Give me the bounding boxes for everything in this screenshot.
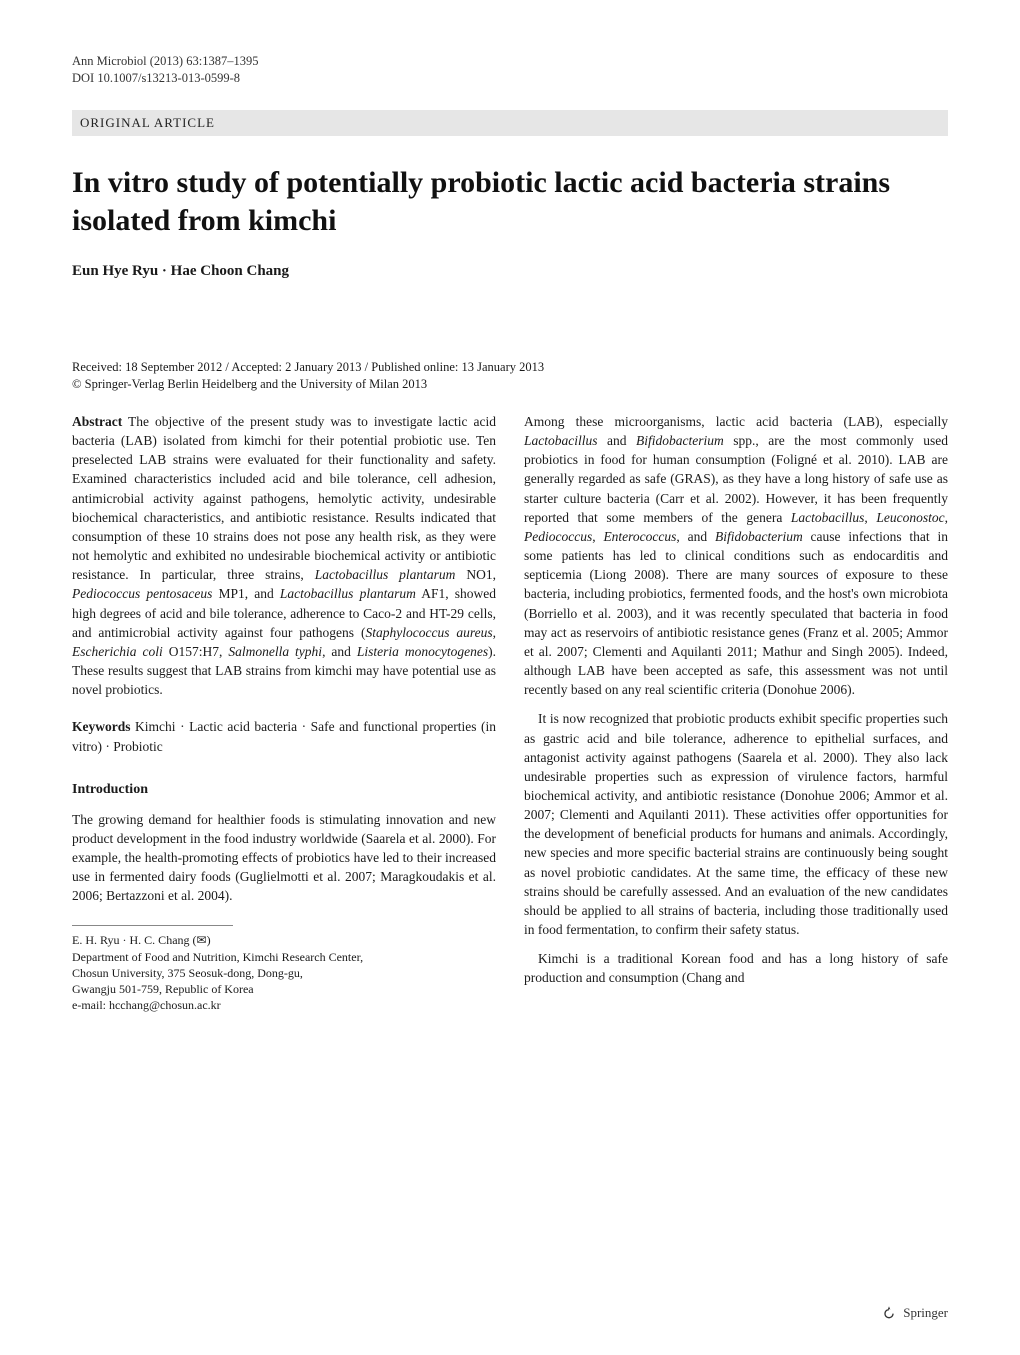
col2-para-2: It is now recognized that probiotic prod… xyxy=(524,709,948,939)
abstract-label: Abstract xyxy=(72,414,122,429)
affil-email: e-mail: hcchang@chosun.ac.kr xyxy=(72,997,496,1013)
doi-line: DOI 10.1007/s13213-013-0599-8 xyxy=(72,71,948,86)
affil-city: Gwangju 501-759, Republic of Korea xyxy=(72,981,496,997)
col2-p1-e: , xyxy=(945,510,948,525)
col2-para-1: Among these microorganisms, lactic acid … xyxy=(524,412,948,699)
abstract-species-6: Salmonella typhi xyxy=(228,644,322,659)
abstract-species-1: Lactobacillus plantarum xyxy=(315,567,456,582)
abstract-species-4: Staphylococcus aureus xyxy=(365,625,492,640)
right-column: Among these microorganisms, lactic acid … xyxy=(524,412,948,1013)
springer-icon xyxy=(881,1305,897,1321)
col2-p1-d: , xyxy=(864,510,876,525)
col2-p1-sp2: Bifidobacterium xyxy=(636,433,724,448)
left-column: Abstract The objective of the present st… xyxy=(72,412,496,1013)
dates-line: Received: 18 September 2012 / Accepted: … xyxy=(72,360,948,375)
category-label: ORIGINAL ARTICLE xyxy=(72,115,215,130)
publisher-footer: Springer xyxy=(881,1305,948,1321)
intro-para-1: The growing demand for healthier foods i… xyxy=(72,810,496,906)
abstract-text-6: O157:H7, xyxy=(163,644,229,659)
col2-p1-sp6: Enterococcus xyxy=(603,529,676,544)
col2-p1-h: cause infections that in some patients h… xyxy=(524,529,948,697)
category-bar: ORIGINAL ARTICLE xyxy=(72,110,948,136)
affil-dept: Department of Food and Nutrition, Kimchi… xyxy=(72,949,496,965)
publisher-name: Springer xyxy=(903,1305,948,1321)
affil-univ: Chosun University, 375 Seosuk-dong, Dong… xyxy=(72,965,496,981)
abstract-text-7: , and xyxy=(322,644,357,659)
abstract-text-3: MP1, and xyxy=(212,586,280,601)
col2-p1-sp4: Leuconostoc xyxy=(876,510,944,525)
affil-authors: E. H. Ryu · H. C. Chang (✉) xyxy=(72,932,496,948)
col2-p1-g: , and xyxy=(676,529,715,544)
abstract-text-2: NO1, xyxy=(455,567,496,582)
introduction-heading: Introduction xyxy=(72,780,496,800)
two-column-body: Abstract The objective of the present st… xyxy=(72,412,948,1013)
col2-p1-a: Among these microorganisms, lactic acid … xyxy=(524,414,948,429)
keywords-label: Keywords xyxy=(72,719,131,734)
abstract-species-7: Listeria monocytogenes xyxy=(357,644,488,659)
abstract-species-5: Escherichia coli xyxy=(72,644,163,659)
abstract-block: Abstract The objective of the present st… xyxy=(72,412,496,699)
col2-para-3: Kimchi is a traditional Korean food and … xyxy=(524,949,948,987)
col2-p1-sp7: Bifidobacterium xyxy=(715,529,803,544)
article-title: In vitro study of potentially probiotic … xyxy=(72,164,948,239)
abstract-species-2: Pediococcus pentosaceus xyxy=(72,586,212,601)
authors-line: Eun Hye Ryu · Hae Choon Chang xyxy=(72,263,948,280)
col2-p1-b: and xyxy=(598,433,637,448)
col2-p1-sp3: Lactobacillus xyxy=(791,510,865,525)
keywords-block: Keywords Kimchi · Lactic acid bacteria ·… xyxy=(72,717,496,755)
abstract-text-5: , xyxy=(493,625,496,640)
introduction-block: Introduction The growing demand for heal… xyxy=(72,780,496,906)
affiliation-rule xyxy=(72,925,233,926)
col2-p1-f: , xyxy=(592,529,603,544)
abstract-text-1: The objective of the present study was t… xyxy=(72,414,496,582)
col2-p1-sp5: Pediococcus xyxy=(524,529,592,544)
abstract-species-3: Lactobacillus plantarum xyxy=(280,586,416,601)
affiliation-block: E. H. Ryu · H. C. Chang (✉) Department o… xyxy=(72,932,496,1013)
keywords-text: Kimchi · Lactic acid bacteria · Safe and… xyxy=(72,719,496,753)
copyright-line: © Springer-Verlag Berlin Heidelberg and … xyxy=(72,377,948,392)
running-head: Ann Microbiol (2013) 63:1387–1395 xyxy=(72,54,948,69)
col2-p1-sp1: Lactobacillus xyxy=(524,433,598,448)
